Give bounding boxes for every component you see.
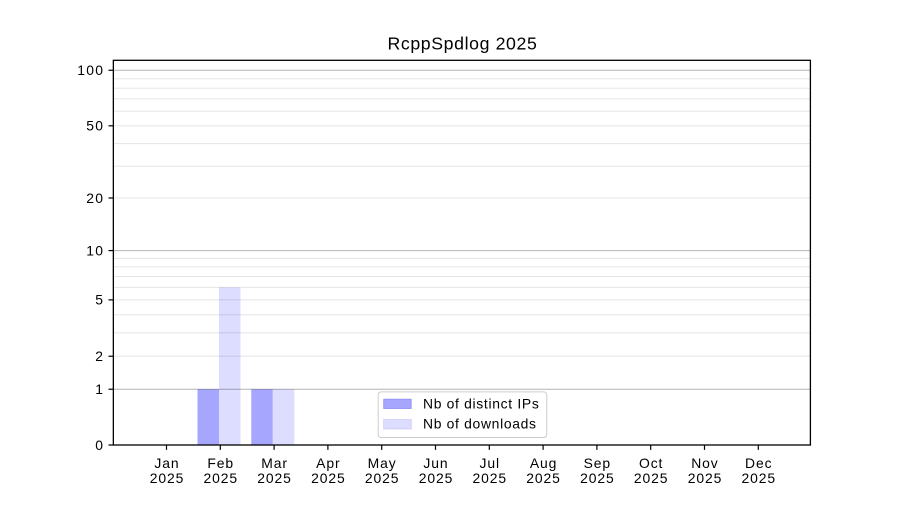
svg-text:50: 50: [86, 118, 104, 134]
svg-text:May: May: [368, 455, 397, 471]
svg-text:Nb of downloads: Nb of downloads: [423, 416, 537, 432]
svg-text:Nov: Nov: [691, 455, 718, 471]
svg-text:Jun: Jun: [423, 455, 448, 471]
svg-text:2025: 2025: [365, 470, 400, 486]
svg-text:2025: 2025: [150, 470, 185, 486]
svg-text:Jan: Jan: [154, 455, 179, 471]
svg-text:Feb: Feb: [207, 455, 234, 471]
svg-text:5: 5: [95, 292, 104, 308]
svg-text:2025: 2025: [472, 470, 507, 486]
svg-text:2025: 2025: [580, 470, 615, 486]
svg-text:Aug: Aug: [530, 455, 557, 471]
svg-text:0: 0: [95, 437, 104, 453]
svg-text:2025: 2025: [741, 470, 776, 486]
svg-text:2025: 2025: [634, 470, 669, 486]
svg-text:2025: 2025: [688, 470, 723, 486]
svg-text:20: 20: [86, 190, 104, 206]
svg-text:1: 1: [95, 381, 104, 397]
svg-text:Oct: Oct: [639, 455, 663, 471]
svg-text:Dec: Dec: [745, 455, 772, 471]
svg-text:2025: 2025: [203, 470, 238, 486]
svg-text:RcppSpdlog 2025: RcppSpdlog 2025: [387, 34, 537, 54]
svg-text:Apr: Apr: [316, 455, 340, 471]
svg-text:100: 100: [77, 62, 104, 78]
svg-text:2025: 2025: [526, 470, 561, 486]
svg-text:Mar: Mar: [261, 455, 288, 471]
svg-text:Sep: Sep: [584, 455, 611, 471]
svg-text:2: 2: [95, 348, 104, 364]
svg-text:Nb of distinct IPs: Nb of distinct IPs: [423, 395, 539, 411]
svg-text:2025: 2025: [257, 470, 292, 486]
svg-text:2025: 2025: [419, 470, 454, 486]
svg-text:Jul: Jul: [480, 455, 500, 471]
svg-text:2025: 2025: [311, 470, 346, 486]
svg-text:10: 10: [86, 242, 104, 258]
